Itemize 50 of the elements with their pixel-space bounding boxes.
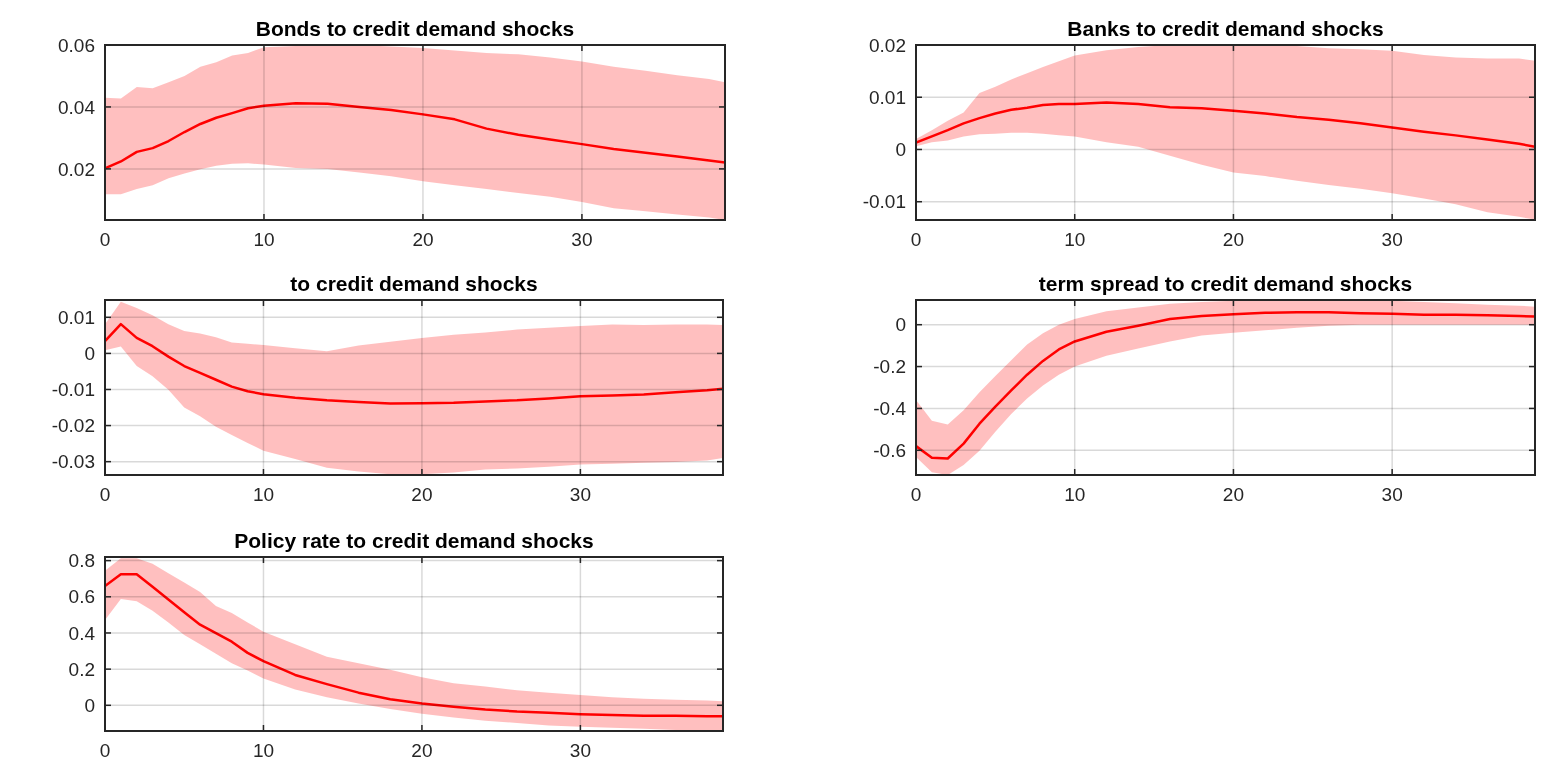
y-tick-label: -0.4 — [873, 398, 907, 420]
y-tick-label: 0.04 — [58, 96, 96, 118]
y-tick-label: 0.06 — [58, 34, 95, 56]
x-tick-label: 30 — [569, 740, 591, 757]
chart-title: Banks to credit demand shocks — [1067, 17, 1384, 40]
line-series — [105, 572, 723, 718]
x-tick-label: 30 — [1381, 229, 1403, 250]
x-tick-label: 20 — [1222, 229, 1245, 250]
x-tick-label: 20 — [1222, 484, 1245, 505]
x-tick-label: 30 — [1381, 484, 1403, 505]
x-tick-label: 10 — [252, 484, 275, 505]
y-tick-label: 0.02 — [58, 158, 95, 180]
x-tick-label: 0 — [910, 229, 922, 250]
line-series — [105, 101, 725, 170]
y-tick-label: 0.01 — [869, 86, 906, 108]
y-tick-label: 0.2 — [68, 658, 95, 680]
x-tick-label: 0 — [910, 484, 922, 505]
x-tick-label: 0 — [99, 740, 111, 757]
x-tick-label: 10 — [1064, 484, 1086, 505]
y-tick-label: 0 — [84, 694, 95, 716]
line-series — [916, 101, 1535, 149]
y-tick-label: -0.03 — [51, 451, 95, 473]
x-tick-label: 20 — [411, 484, 433, 505]
x-tick-label: 20 — [411, 740, 433, 757]
y-tick-label: 0 — [84, 343, 95, 365]
y-tick-label: 0 — [895, 314, 906, 336]
x-tick-label: 10 — [253, 229, 275, 250]
y-tick-label: -0.01 — [51, 379, 95, 401]
y-tick-label: 0.4 — [68, 622, 96, 644]
chart-title: Policy rate to credit demand shocks — [234, 529, 594, 552]
x-tick-label: 0 — [99, 229, 111, 250]
y-tick-label: 0.6 — [68, 586, 95, 608]
x-tick-label: 30 — [569, 484, 591, 505]
chart-title: Bonds to credit demand shocks — [255, 17, 575, 40]
y-tick-label: -0.2 — [873, 356, 906, 378]
y-tick-label: 0.02 — [869, 34, 906, 56]
chart-title: term spread to credit demand shocks — [1038, 272, 1413, 295]
line-series — [105, 322, 723, 405]
x-tick-label: 10 — [252, 740, 275, 757]
x-tick-label: 20 — [412, 229, 434, 250]
y-tick-label: 0.8 — [68, 550, 95, 572]
y-tick-label: 0 — [895, 139, 906, 161]
y-tick-label: -0.6 — [873, 439, 906, 461]
y-tick-label: -0.01 — [862, 191, 906, 213]
x-tick-label: 10 — [1064, 229, 1086, 250]
chart-title: to credit demand shocks — [290, 272, 538, 295]
x-tick-label: 30 — [571, 229, 593, 250]
y-tick-label: 0.01 — [58, 306, 95, 328]
x-tick-label: 0 — [99, 484, 111, 505]
y-tick-label: -0.02 — [51, 415, 95, 437]
